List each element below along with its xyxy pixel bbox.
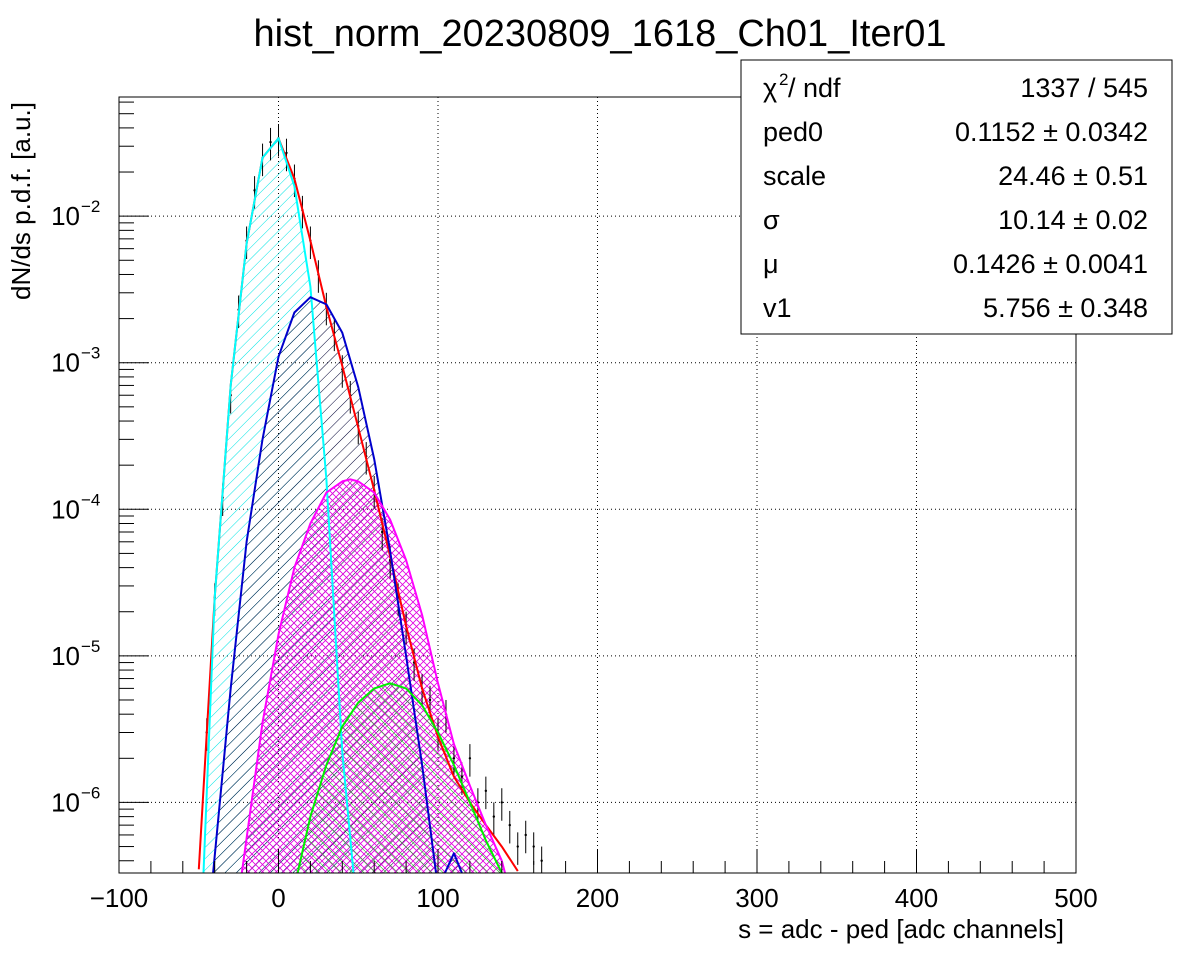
stats-label-superscript: 2 <box>779 70 788 89</box>
y-tick-exponent: −3 <box>81 344 100 363</box>
y-tick-exponent: −6 <box>81 783 100 802</box>
stats-value: 10.14 ± 0.02 <box>998 205 1148 235</box>
y-tick-exponent: −5 <box>81 637 100 656</box>
y-tick-label: 10 <box>51 494 80 524</box>
data-point <box>460 775 464 778</box>
x-axis-label: s = adc - ped [adc channels] <box>738 914 1064 944</box>
data-point <box>285 151 288 155</box>
data-point <box>532 845 535 848</box>
y-tick-label: 10 <box>51 641 80 671</box>
2-photon-curve <box>240 478 506 873</box>
x-tick-label: 0 <box>271 883 285 913</box>
x-tick-label: −100 <box>90 883 149 913</box>
x-tick-label: 200 <box>576 883 619 913</box>
stats-label: scale <box>763 161 826 191</box>
stats-value: 0.1426 ± 0.0041 <box>953 249 1148 279</box>
data-point <box>380 530 384 534</box>
x-tick-label: 400 <box>895 883 938 913</box>
stats-label: χ <box>763 73 777 103</box>
stats-value: 24.46 ± 0.51 <box>998 161 1148 191</box>
stats-label: v1 <box>763 293 792 323</box>
data-point <box>452 757 456 760</box>
stats-label: ped0 <box>763 117 823 147</box>
stats-label: μ <box>763 249 779 279</box>
y-tick-exponent: −4 <box>81 490 100 509</box>
3-photon-curve <box>296 682 503 873</box>
x-tick-label: 300 <box>735 883 778 913</box>
data-point <box>492 815 496 818</box>
stats-box-frame <box>740 59 1173 335</box>
component-fills <box>203 138 506 873</box>
data-point <box>540 859 543 862</box>
data-point <box>269 140 272 144</box>
y-axis-label: dN/ds p.d.f. [a.u.] <box>6 102 36 300</box>
data-point <box>253 189 256 192</box>
x-tick-label: 100 <box>416 883 459 913</box>
pedestal-curve <box>202 137 355 873</box>
x-tick-label: 500 <box>1054 883 1097 913</box>
stats-value: 5.756 ± 0.348 <box>983 293 1148 323</box>
stats-label: σ <box>763 205 780 235</box>
data-point <box>524 833 527 837</box>
y-tick-exponent: −2 <box>81 197 100 216</box>
fit-curves <box>197 137 519 873</box>
chart-title: hist_norm_20230809_1618_Ch01_Iter01 <box>254 13 947 55</box>
data-point <box>516 845 519 848</box>
stats-value: 1337 / 545 <box>1020 73 1148 103</box>
stats-label-suffix: / ndf <box>788 73 841 103</box>
y-tick-label: 10 <box>51 348 80 378</box>
data-point <box>428 698 432 702</box>
y-tick-label: 10 <box>51 787 80 817</box>
stats-value: 0.1152 ± 0.0342 <box>955 117 1148 147</box>
data-point <box>508 823 511 827</box>
data-point <box>500 801 503 804</box>
data-point <box>468 757 472 760</box>
y-tick-label: 10 <box>51 201 80 231</box>
1-photon-curve <box>212 296 463 873</box>
data-point <box>484 789 488 793</box>
